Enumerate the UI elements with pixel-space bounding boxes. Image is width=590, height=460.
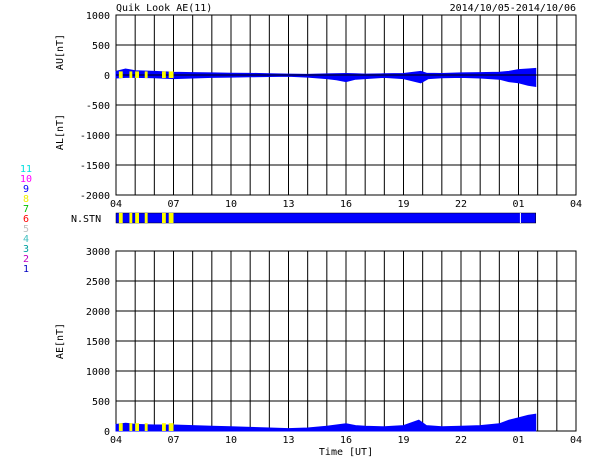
series-al-area (115, 74, 537, 87)
x-tick-label: 10 (225, 199, 237, 210)
x-tick-label: 19 (397, 435, 409, 446)
station-legend-item: 9 (23, 184, 29, 195)
time-axis-label: Time [UT] (319, 447, 373, 458)
ae-data (115, 413, 537, 432)
y-tick-label: 500 (92, 397, 110, 408)
x-tick-label: 04 (570, 199, 582, 210)
au-al-data (115, 67, 576, 87)
x-tick-label: 19 (397, 199, 409, 210)
x-tick-label: 07 (167, 435, 179, 446)
station-bar-segment (118, 213, 123, 223)
station-legend-item: 11 (20, 164, 32, 175)
station-legend-item: 3 (23, 244, 29, 255)
x-tick-label: 16 (340, 435, 352, 446)
x-tick-label: 13 (282, 199, 294, 210)
au-al-panel: 1000 500 0 -500 -1000 -1500 -2000 04 07 10 13 16 19… (55, 11, 582, 210)
station-bar-segment (168, 213, 174, 223)
station-bar-main (115, 212, 536, 224)
x-tick-label: 04 (110, 199, 122, 210)
au-al-x-ticks: 04 07 10 13 16 19 22 01 04 (110, 199, 582, 210)
station-bar-segment (162, 213, 166, 223)
y-tick-label: 1000 (86, 11, 110, 22)
low-station-overlay (162, 71, 166, 78)
x-tick-label: 16 (340, 199, 352, 210)
station-count-bar (115, 212, 536, 224)
x-tick-label: 04 (570, 435, 582, 446)
y-tick-label: -2000 (80, 191, 110, 202)
x-tick-label: 01 (512, 199, 524, 210)
y-tick-label: 1000 (86, 367, 110, 378)
ae-axis-label: AE[nT] (55, 323, 66, 359)
station-legend-item: 8 (23, 194, 29, 205)
y-tick-label: 2500 (86, 277, 110, 288)
station-bar-segment (135, 213, 139, 223)
low-station-overlay (168, 71, 174, 78)
station-legend-item: 2 (23, 254, 29, 265)
x-tick-label: 07 (167, 199, 179, 210)
station-legend-item: 4 (23, 234, 29, 245)
low-station-overlay (144, 423, 148, 431)
y-tick-label: 1500 (86, 337, 110, 348)
y-tick-label: 3000 (86, 247, 110, 258)
low-station-overlay (162, 423, 166, 431)
low-station-overlay (129, 423, 133, 431)
y-tick-label: -1000 (80, 131, 110, 142)
y-tick-label: -500 (86, 101, 110, 112)
y-tick-label: 0 (104, 71, 110, 82)
x-tick-label: 04 (110, 435, 122, 446)
date-range: 2014/10/05-2014/10/06 (450, 3, 576, 14)
low-station-overlay (129, 71, 133, 78)
ae-y-ticks: 3000 2500 2000 1500 1000 500 0 (86, 247, 110, 438)
low-station-overlay (118, 423, 123, 431)
y-tick-label: -1500 (80, 161, 110, 172)
au-al-y-ticks: 1000 500 0 -500 -1000 -1500 -2000 (80, 11, 110, 202)
station-legend-item: 10 (20, 174, 32, 185)
x-tick-label: 13 (282, 435, 294, 446)
low-station-overlay (118, 71, 123, 78)
ae-grid (116, 251, 576, 431)
low-station-overlay (168, 423, 174, 431)
station-label: N.STN (71, 214, 101, 225)
x-tick-label: 22 (455, 199, 467, 210)
y-tick-label: 500 (92, 41, 110, 52)
chart-title: Quik Look AE(11) (116, 3, 212, 14)
low-station-overlay (135, 423, 139, 431)
x-tick-label: 01 (512, 435, 524, 446)
ae-x-ticks: 04 07 10 13 16 19 22 01 04 (110, 435, 582, 446)
station-bar-segment (144, 213, 148, 223)
x-tick-label: 22 (455, 435, 467, 446)
y-tick-label: 2000 (86, 307, 110, 318)
station-legend-item: 7 (23, 204, 29, 215)
y-tick-label: 0 (104, 427, 110, 438)
x-tick-label: 10 (225, 435, 237, 446)
au-axis-label: AU[nT] (55, 34, 66, 70)
station-legend-item: 6 (23, 214, 29, 225)
low-station-overlay (144, 71, 148, 78)
station-legend-item: 1 (23, 264, 29, 275)
station-bar-segment (129, 213, 133, 223)
low-station-overlay (135, 71, 139, 78)
al-axis-label: AL[nT] (55, 114, 66, 150)
station-legend-item: 5 (23, 224, 29, 235)
